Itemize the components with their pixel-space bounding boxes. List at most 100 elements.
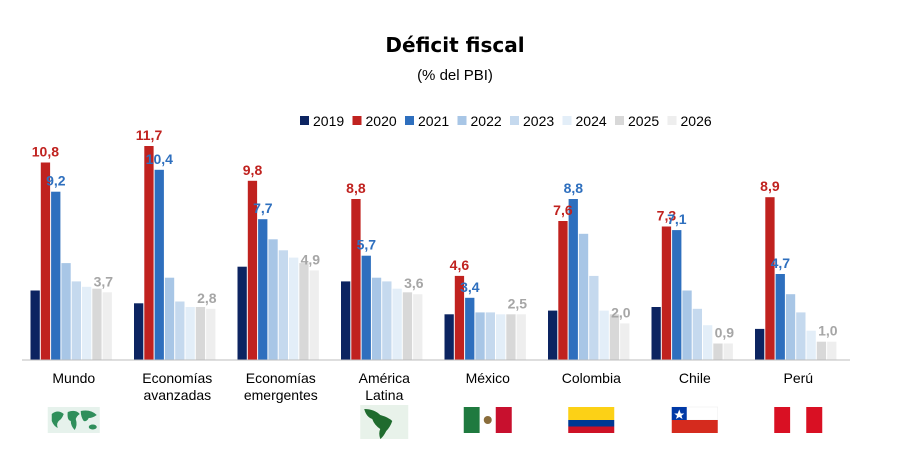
legend-swatch-2021 <box>405 116 414 125</box>
bar-2022-cat-6 <box>682 290 692 360</box>
legend-swatch-2022 <box>457 116 467 125</box>
bar-2023-cat-7 <box>796 312 806 360</box>
legend-label-2022: 2022 <box>471 113 502 129</box>
bar-2025-cat-5 <box>609 314 620 360</box>
bar-2024-cat-5 <box>599 310 609 360</box>
bar-2023-cat-2 <box>278 250 288 360</box>
category-icons <box>47 405 823 439</box>
bar-2026-cat-2 <box>309 270 319 360</box>
category-label-6-0: Chile <box>679 370 711 386</box>
bar-2025-cat-6 <box>713 343 723 360</box>
category-label-3-1: Latina <box>365 387 403 403</box>
bar-2021-cat-5 <box>568 199 578 360</box>
data-label-2021-cat-0: 9,2 <box>46 173 66 189</box>
data-label-2021-cat-1: 10,4 <box>146 151 173 167</box>
legend-label-2019: 2019 <box>313 113 344 129</box>
bar-2020-cat-0 <box>40 162 51 360</box>
bar-2020-cat-2 <box>247 180 258 360</box>
bar-2021-cat-6 <box>672 230 682 360</box>
bar-2024-cat-6 <box>703 325 713 360</box>
peru-flag-icon <box>774 407 823 433</box>
bar-2019-cat-3 <box>341 281 351 360</box>
mexico-flag-icon <box>463 407 512 433</box>
bar-2023-cat-4 <box>485 312 495 360</box>
bar-2025-cat-3 <box>402 292 413 360</box>
bar-2026-cat-7 <box>827 341 837 360</box>
bar-2025-cat-0 <box>92 288 102 360</box>
bar-2021-cat-4 <box>465 297 475 360</box>
data-labels: 10,8 9,2 3,7 11,7 10,4 2,8 9,8 7,7 4,9 8,8 5,7 3,6 4… <box>32 127 838 341</box>
bar-2022-cat-3 <box>371 277 382 360</box>
legend-label-2026: 2026 <box>681 113 712 129</box>
bar-2020-cat-5 <box>558 221 568 360</box>
colombia-flag-icon <box>568 407 615 433</box>
data-label-2026-cat-2: 4,9 <box>301 251 321 267</box>
legend-label-2024: 2024 <box>576 113 607 129</box>
bar-2025-cat-1 <box>195 307 206 360</box>
bar-2019-cat-7 <box>755 328 765 360</box>
bar-2021-cat-7 <box>775 274 785 360</box>
world-map-icon <box>47 407 100 433</box>
bar-2021-cat-0 <box>51 191 61 360</box>
bar-2023-cat-1 <box>175 301 185 360</box>
bar-2026-cat-5 <box>620 323 630 360</box>
data-label-2020-cat-4: 4,6 <box>450 257 470 273</box>
bar-2024-cat-4 <box>496 314 506 360</box>
category-label-5-0: Colombia <box>562 370 621 386</box>
data-label-2021-cat-2: 7,7 <box>253 200 273 216</box>
chart-subtitle: (% del PBI) <box>417 67 493 84</box>
legend-swatch-2024 <box>562 116 572 125</box>
bar-2019-cat-4 <box>444 314 454 360</box>
bar-2023-cat-5 <box>589 275 599 360</box>
legend-swatch-2019 <box>300 116 309 125</box>
bar-2026-cat-6 <box>723 343 733 360</box>
bar-2022-cat-7 <box>785 294 796 360</box>
bar-2022-cat-2 <box>268 239 278 360</box>
legend: 2019 2020 2021 2022 2023 2024 2025 2026 <box>300 113 712 129</box>
bar-2020-cat-3 <box>351 199 361 360</box>
data-label-2021-cat-6: 7,1 <box>667 211 687 227</box>
legend-swatch-2023 <box>510 116 519 125</box>
bar-2025-cat-2 <box>299 263 309 360</box>
bar-2024-cat-2 <box>289 257 299 360</box>
legend-swatch-2026 <box>667 116 677 125</box>
category-label-2-1: emergentes <box>244 387 318 403</box>
legend-label-2023: 2023 <box>523 113 554 129</box>
data-label-2020-cat-2: 9,8 <box>243 162 263 178</box>
data-label-2021-cat-5: 8,8 <box>564 180 584 196</box>
category-labels: Mundo EconomíasavanzadasEconomíasemergent… <box>52 370 813 403</box>
data-label-2020-cat-0: 10,8 <box>32 144 59 160</box>
category-label-7-0: Perú <box>784 370 814 386</box>
bar-2021-cat-3 <box>361 255 371 360</box>
category-label-0-0: Mundo <box>52 370 95 386</box>
bar-2020-cat-4 <box>454 275 465 360</box>
bars <box>30 146 837 360</box>
data-label-2026-cat-7: 1,0 <box>818 323 838 339</box>
data-label-2020-cat-5: 7,6 <box>553 202 573 218</box>
bar-2021-cat-1 <box>154 169 164 360</box>
data-label-2026-cat-4: 2,5 <box>508 295 528 311</box>
bar-2026-cat-4 <box>516 314 526 360</box>
bar-2020-cat-6 <box>661 226 672 360</box>
bar-2019-cat-6 <box>651 307 661 360</box>
latin-america-map-icon <box>360 405 409 439</box>
data-label-2026-cat-1: 2,8 <box>197 290 217 306</box>
bar-2025-cat-4 <box>506 314 516 360</box>
legend-swatch-2025 <box>615 116 624 125</box>
category-label-2-0: Economías <box>246 370 316 386</box>
bar-2022-cat-1 <box>164 277 175 360</box>
data-label-2026-cat-6: 0,9 <box>715 325 735 341</box>
bar-2022-cat-5 <box>578 233 589 360</box>
bar-2024-cat-7 <box>806 330 816 360</box>
data-label-2026-cat-0: 3,7 <box>94 273 114 289</box>
bar-2021-cat-2 <box>258 219 268 360</box>
bar-2022-cat-4 <box>475 312 485 360</box>
bar-2024-cat-0 <box>82 286 92 360</box>
data-label-2021-cat-4: 3,4 <box>460 279 480 295</box>
data-label-2026-cat-5: 2,0 <box>611 304 631 320</box>
data-label-2020-cat-1: 11,7 <box>136 127 163 143</box>
bar-2024-cat-3 <box>392 288 402 360</box>
bar-2023-cat-3 <box>382 281 392 360</box>
bar-2022-cat-0 <box>61 263 71 360</box>
